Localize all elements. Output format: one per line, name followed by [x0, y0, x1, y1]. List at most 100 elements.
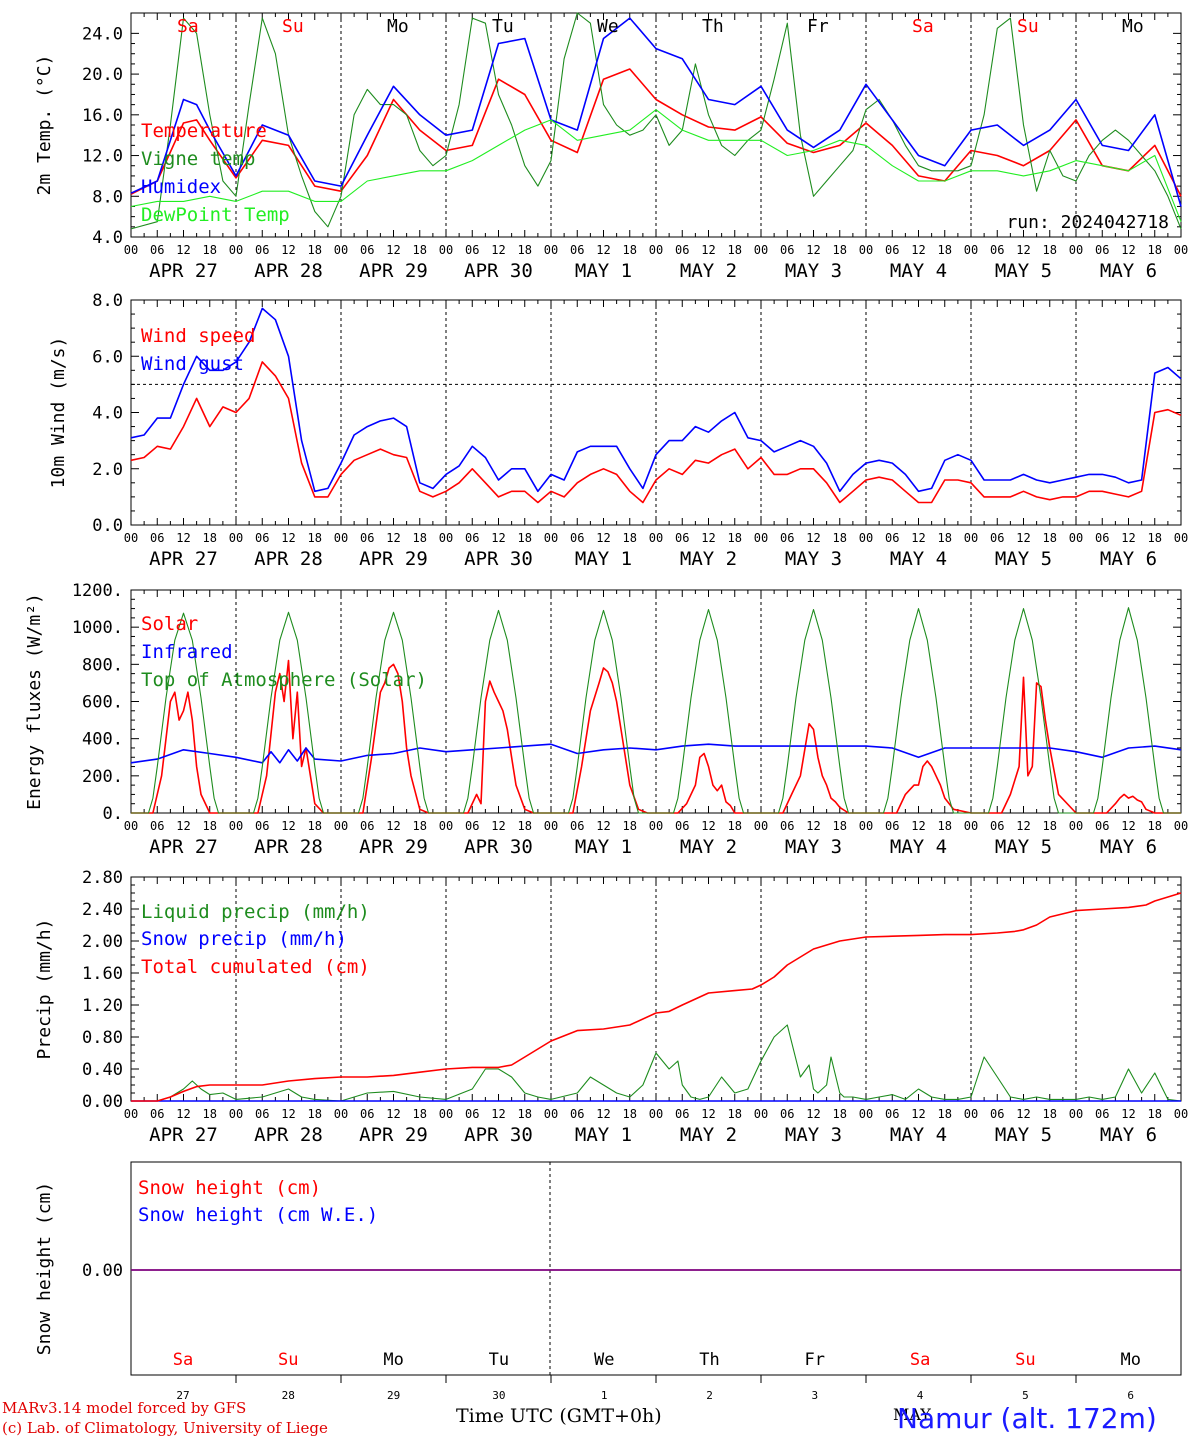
panel-3-hour-label: 12: [1121, 819, 1135, 833]
panel-4-hour-label: 06: [150, 1107, 164, 1121]
panel-3-hour-label: 18: [1148, 819, 1162, 833]
panel-2-hour-label: 18: [623, 531, 637, 545]
panel-2-date-label: APR 29: [359, 548, 428, 570]
panel-1-y-tick-label: 4.0: [92, 228, 123, 248]
panel-2-y-tick-label: 2.0: [92, 460, 123, 480]
panel-3-hour-label: 06: [570, 819, 584, 833]
panel-2-hour-label: 06: [780, 531, 794, 545]
panel-5-legend-snow-height-cm: Snow height (cm): [138, 1177, 321, 1199]
panel-2-hour-label: 00: [1069, 531, 1083, 545]
panel-1-hour-label: 00: [859, 243, 873, 257]
panel-3-hour-label: 12: [1016, 819, 1030, 833]
panel-1-hour-label: 12: [281, 243, 295, 257]
panel-2-hour-label: 00: [754, 531, 768, 545]
panel-4-y-tick-label: 2.40: [82, 900, 123, 920]
panel-4-hour-label: 00: [1069, 1107, 1083, 1121]
panel-3-hour-label: 06: [675, 819, 689, 833]
panel-2-hour-label: 12: [1016, 531, 1030, 545]
panel-2-hour-label: 00: [124, 531, 138, 545]
panel-2-date-label: MAY 5: [995, 548, 1052, 570]
panel-3-hour-label: 00: [1069, 819, 1083, 833]
panel-3-y-tick-label: 1000.: [72, 618, 123, 638]
panel-1-date-label: MAY 6: [1100, 260, 1157, 282]
panel-2-date-label: MAY 6: [1100, 548, 1157, 570]
panel-2-legend-wind-speed: Wind speed: [141, 325, 255, 347]
panel-4-hour-label: 00: [229, 1107, 243, 1121]
panel-1-series-humidex: [130, 17, 1182, 207]
panel-4-y-tick-label: 1.20: [82, 996, 123, 1016]
panel-1-dow-label: Su: [1017, 16, 1039, 37]
panel-1-hour-label: 00: [649, 243, 663, 257]
panel-3-hour-label: 06: [150, 819, 164, 833]
panel-4-hour-label: 06: [885, 1107, 899, 1121]
panel-2-date-label: APR 30: [464, 548, 533, 570]
panel-3-series-top-of-atmosphere-solar: [131, 607, 1181, 814]
panel-4-hour-label: 06: [570, 1107, 584, 1121]
panel-1-legend-dewpoint-temp: DewPoint Temp: [141, 204, 290, 226]
panel-2-hour-label: 00: [439, 531, 453, 545]
panel-1-date-label: APR 28: [254, 260, 323, 282]
panel-4-hour-label: 18: [623, 1107, 637, 1121]
panel-1-hour-label: 18: [1148, 243, 1162, 257]
panel-1-date-label: APR 30: [464, 260, 533, 282]
panel-1-dow-label: Sa: [912, 16, 934, 37]
panel-3-date-label: MAY 4: [890, 836, 947, 858]
panel-5-legend-snow-height-cm-w-e: Snow height (cm W.E.): [138, 1204, 378, 1226]
panel-5-daynum-label: 1: [601, 1389, 608, 1402]
panel-2-hour-label: 06: [885, 531, 899, 545]
panel-1-hour-label: 12: [491, 243, 505, 257]
panel-2-hour-label: 00: [229, 531, 243, 545]
panel-4-date-label: MAY 5: [995, 1124, 1052, 1146]
panel-2-hour-label: 00: [859, 531, 873, 545]
panel-1-hour-label: 00: [124, 243, 138, 257]
panel-4-hour-label: 18: [1148, 1107, 1162, 1121]
panel-3-hour-label: 12: [596, 819, 610, 833]
panel-4-hour-label: 12: [386, 1107, 400, 1121]
panel-4-legend-snow-precip-mm-h: Snow precip (mm/h): [141, 928, 347, 950]
panel-3-y-tick-label: 400.: [82, 730, 123, 750]
panel-1-hour-label: 06: [150, 243, 164, 257]
panel-1-hour-label: 00: [1069, 243, 1083, 257]
panel-4-date-label: APR 30: [464, 1124, 533, 1146]
panel-2-hour-label: 18: [833, 531, 847, 545]
panel-2-legend-wind-gust: Wind gust: [141, 353, 244, 375]
panel-2-series-wind-speed: [130, 361, 1182, 504]
panel-3-date-label: APR 28: [254, 836, 323, 858]
panel-4-hour-label: 12: [491, 1107, 505, 1121]
panel-4-hour-label: 18: [938, 1107, 952, 1121]
panel-3-hour-label: 06: [465, 819, 479, 833]
panel-1-hour-label: 00: [544, 243, 558, 257]
panel-5-y-axis-label: Snow height (cm): [34, 1182, 55, 1355]
panel-5-daynum-label: 2: [706, 1389, 713, 1402]
panel-4-hour-label: 18: [728, 1107, 742, 1121]
panel-5-daynum-label: 28: [282, 1389, 295, 1402]
panel-1-date-label: APR 27: [149, 260, 218, 282]
panel-3-hour-label: 06: [990, 819, 1004, 833]
panel-2-hour-label: 12: [491, 531, 505, 545]
panel-1-hour-label: 00: [439, 243, 453, 257]
panel-4-hour-label: 06: [255, 1107, 269, 1121]
panel-3-hour-label: 12: [176, 819, 190, 833]
panel-1-y-tick-label: 16.0: [82, 106, 123, 126]
panel-2-hour-label: 18: [413, 531, 427, 545]
panel-2-y-axis-label: 10m Wind (m/s): [48, 337, 69, 489]
panel-2-hour-label: 12: [701, 531, 715, 545]
panel-3-date-label: MAY 1: [575, 836, 632, 858]
panel-1-hour-label: 18: [938, 243, 952, 257]
panel-4-y-tick-label: 2.80: [82, 868, 123, 888]
panel-3-hour-label: 18: [833, 819, 847, 833]
panel-2-hour-label: 18: [1043, 531, 1057, 545]
panel-1-y-tick-label: 20.0: [82, 65, 123, 85]
panel-5-y-tick-label: 0.00: [82, 1261, 123, 1281]
panel-3-hour-label: 00: [964, 819, 978, 833]
panel-3-hour-label: 06: [360, 819, 374, 833]
panel-3-hour-label: 18: [728, 819, 742, 833]
panel-5-daynum-label: 30: [492, 1389, 505, 1402]
panel-2-date-label: MAY 1: [575, 548, 632, 570]
panel-4-hour-label: 06: [360, 1107, 374, 1121]
panel-3-hour-label: 12: [911, 819, 925, 833]
panel-3-hour-label: 06: [885, 819, 899, 833]
panel-3-hour-label: 18: [518, 819, 532, 833]
panel-1-date-label: APR 29: [359, 260, 428, 282]
